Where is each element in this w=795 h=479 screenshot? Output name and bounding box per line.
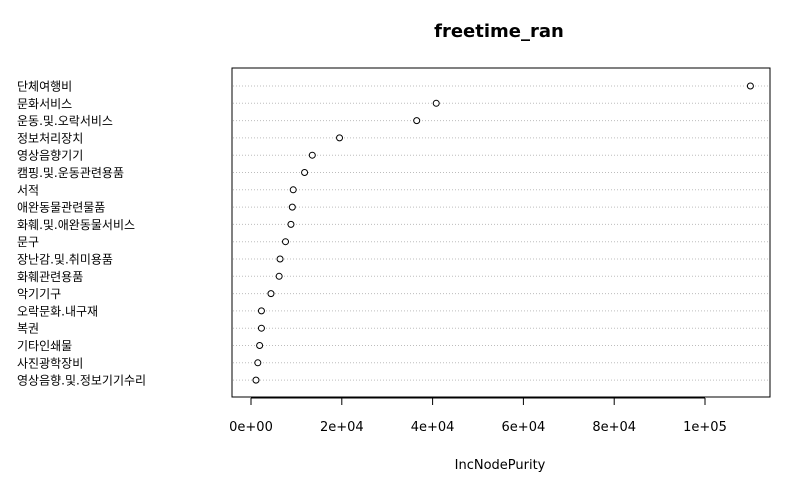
data-point — [252, 376, 260, 384]
data-point — [413, 117, 421, 125]
category-label: 서적 — [17, 183, 39, 197]
gridlines — [233, 85, 769, 381]
data-point — [432, 99, 440, 107]
category-label: 운동.및.오락서비스 — [17, 114, 113, 128]
category-label: 악기기구 — [17, 287, 61, 301]
data-point — [287, 220, 295, 228]
plot-frame — [231, 67, 771, 398]
x-tick-label: 0e+00 — [229, 420, 273, 435]
category-label: 문화서비스 — [17, 97, 72, 111]
x-tick-label: 4e+04 — [411, 420, 455, 435]
data-point — [289, 186, 297, 194]
category-label: 문구 — [17, 235, 39, 249]
x-tick-label: 1e+05 — [683, 420, 727, 435]
category-label: 복권 — [17, 322, 39, 336]
category-label: 오락문화.내구재 — [17, 304, 98, 318]
category-labels: 단체여행비문화서비스운동.및.오락서비스정보처리장치영상음향기기캠핑.및.운동관… — [17, 79, 146, 388]
x-axis-label: IncNodePurity — [455, 458, 546, 473]
data-point — [275, 272, 283, 280]
data-point — [308, 151, 316, 159]
data-point — [301, 169, 309, 176]
data-point — [257, 307, 265, 315]
data-points — [252, 82, 754, 384]
category-label: 단체여행비 — [17, 79, 72, 94]
data-point — [276, 255, 284, 263]
chart-title: freetime_ran — [434, 21, 564, 42]
data-point — [746, 82, 754, 90]
category-label: 캠핑.및.운동관련용품 — [17, 166, 124, 180]
data-point — [267, 290, 275, 298]
data-point — [288, 203, 296, 211]
x-tick-label: 8e+04 — [592, 420, 636, 435]
category-label: 기타인쇄물 — [17, 339, 72, 353]
data-point — [282, 238, 290, 246]
category-label: 화훼.및.애완동물서비스 — [17, 218, 135, 232]
data-point — [254, 359, 262, 367]
x-tick-label: 6e+04 — [502, 420, 546, 435]
category-label: 사진광학장비 — [17, 356, 83, 370]
category-label: 화훼관련용품 — [17, 270, 83, 284]
data-point — [257, 324, 265, 332]
category-label: 정보처리장치 — [17, 131, 83, 145]
x-axis: 0e+00 2e+04 4e+04 6e+04 8e+04 1e+05 — [229, 397, 727, 435]
category-label: 장난감.및.취미용품 — [17, 253, 113, 267]
x-tick-label: 2e+04 — [320, 420, 364, 435]
data-point — [256, 342, 264, 349]
category-label: 영상음향기기 — [17, 149, 83, 163]
category-label: 애완동물관련물품 — [17, 201, 105, 215]
category-label: 영상음향.및.정보기기수리 — [17, 374, 146, 388]
data-point — [336, 134, 344, 142]
